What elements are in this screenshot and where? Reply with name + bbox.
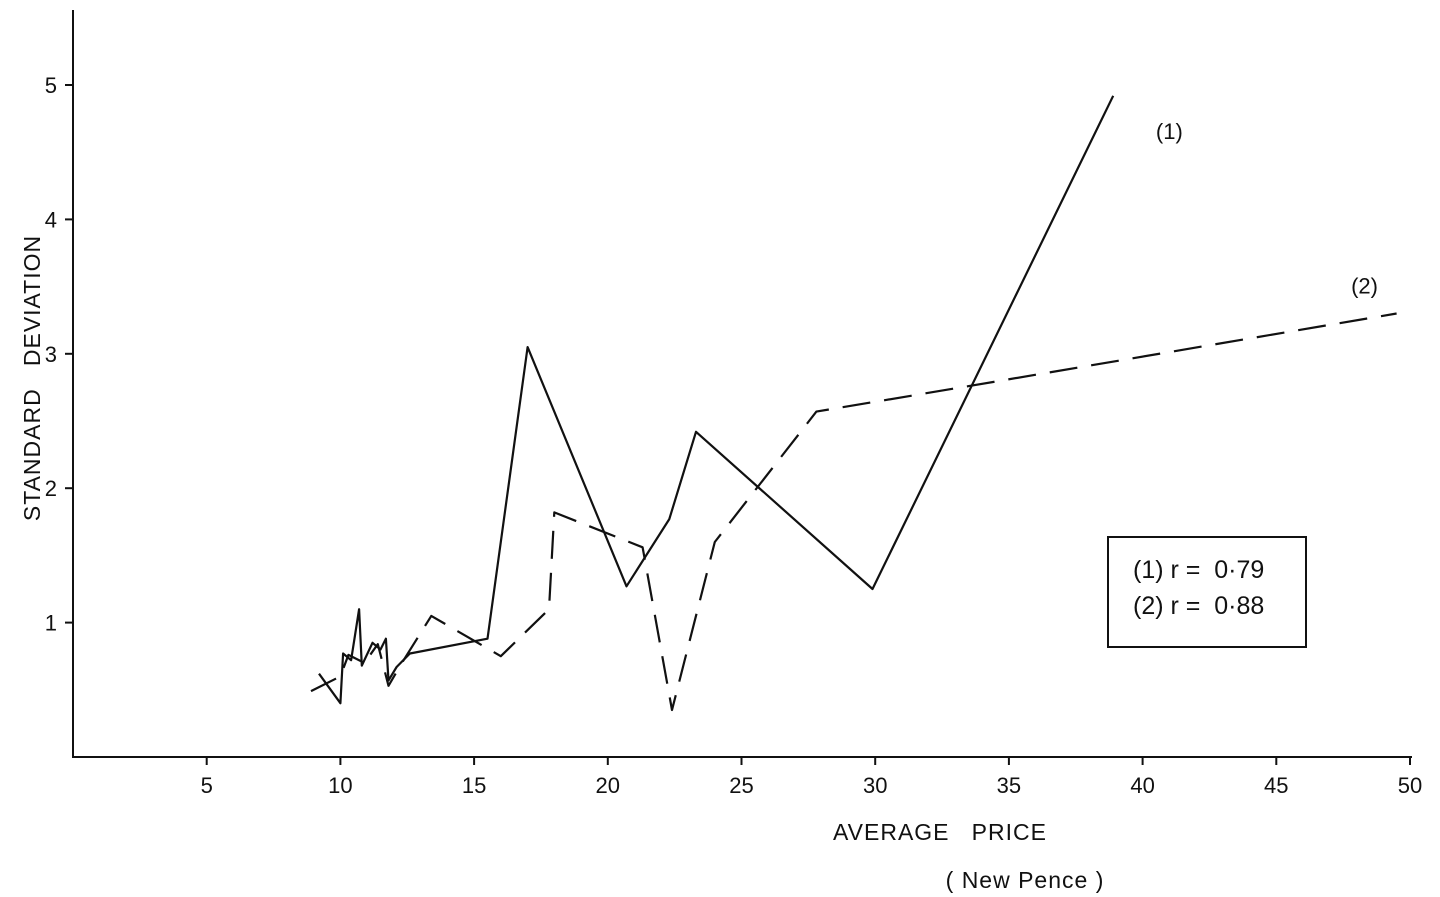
y-tick-label: 2	[45, 476, 57, 501]
legend-entry-1: (1) r = 0·79	[1133, 556, 1264, 584]
x-axis-unit-label: ( New Pence )	[946, 867, 1105, 893]
x-tick-label: 50	[1398, 773, 1422, 798]
legend-box: (1) r = 0·79 (2) r = 0·88	[1107, 536, 1307, 648]
series-label-layer: (1) (2)	[1156, 119, 1378, 299]
legend-frame	[1107, 536, 1307, 648]
y-axis-label: STANDARD DEVIATION	[19, 235, 45, 521]
y-tick-label: 3	[45, 342, 57, 367]
x-axis-label: AVERAGE PRICE	[833, 819, 1047, 845]
x-tick-label: 45	[1264, 773, 1288, 798]
series-line-1	[318, 95, 1115, 705]
legend-entry-2: (2) r = 0·88	[1133, 592, 1264, 620]
x-axis-ticks: 5 10 15 20 25 30 35 40 45 50	[201, 757, 1422, 798]
series-line-2	[310, 312, 1397, 712]
x-tick-label: 15	[462, 773, 486, 798]
axes	[72, 10, 1412, 758]
y-tick-label: 4	[45, 207, 57, 232]
x-tick-label: 25	[729, 773, 753, 798]
x-tick-label: 10	[328, 773, 352, 798]
x-tick-label: 35	[997, 773, 1021, 798]
x-tick-label: 30	[863, 773, 887, 798]
x-tick-label: 5	[201, 773, 213, 798]
y-tick-label: 5	[45, 73, 57, 98]
y-axis-ticks: 1 2 3 4 5	[45, 73, 73, 636]
series-label-1: (1)	[1156, 119, 1183, 144]
series-layer	[310, 95, 1397, 712]
x-tick-label: 40	[1130, 773, 1154, 798]
series-label-2: (2)	[1351, 273, 1378, 298]
y-tick-label: 1	[45, 611, 57, 636]
x-tick-label: 20	[596, 773, 620, 798]
